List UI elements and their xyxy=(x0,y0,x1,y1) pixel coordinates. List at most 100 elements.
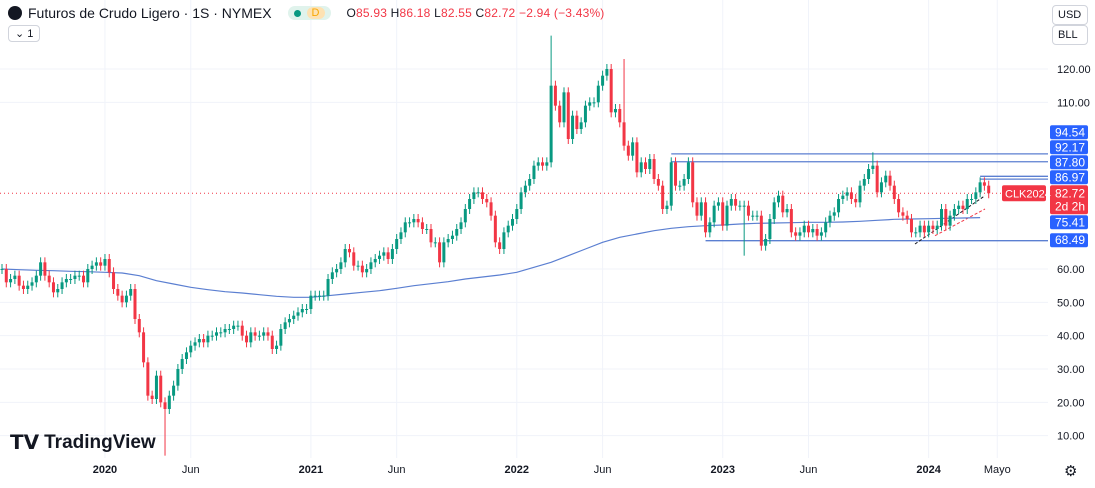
candle-body xyxy=(193,342,197,346)
candle-body xyxy=(176,369,180,386)
candle xyxy=(957,200,961,215)
candle-body xyxy=(335,269,339,273)
candle xyxy=(257,330,261,341)
candle xyxy=(107,254,111,278)
candle-body xyxy=(515,209,519,220)
candle xyxy=(781,190,785,218)
candle-body xyxy=(399,232,403,240)
candle xyxy=(776,190,780,208)
gear-icon[interactable]: ⚙ xyxy=(1064,463,1078,480)
level-price-label-bg xyxy=(1050,140,1088,155)
candle xyxy=(704,197,708,238)
candle xyxy=(339,257,343,275)
collapse-indicators-button[interactable]: ⌄ 1 xyxy=(8,25,41,42)
candle-body xyxy=(511,219,515,226)
candle-body xyxy=(811,229,815,233)
candle-body xyxy=(446,239,450,243)
candle-body xyxy=(759,215,763,246)
candle-body xyxy=(86,269,90,283)
candle xyxy=(60,277,64,295)
candle-body xyxy=(523,185,527,193)
ma-price-label: 75.41 xyxy=(1055,215,1085,229)
candle xyxy=(661,180,665,215)
candle-body xyxy=(532,165,536,180)
candle-body xyxy=(931,225,935,230)
candle xyxy=(858,180,862,208)
candle-body xyxy=(146,362,150,396)
tradingview-logo[interactable]: 𝗧𝗩 TradingView xyxy=(10,431,156,455)
candle xyxy=(596,80,600,108)
candle xyxy=(854,194,858,208)
candle-body xyxy=(871,165,875,170)
candle xyxy=(511,214,515,231)
candle-body xyxy=(579,122,583,130)
ohlc-values: O85.93 H86.18 L82.55 C82.72 −2.94 (−3.43… xyxy=(346,6,605,20)
candle xyxy=(429,224,433,248)
candle xyxy=(197,334,201,348)
candle xyxy=(30,277,34,291)
candle xyxy=(523,180,527,198)
candle-body xyxy=(47,275,51,283)
candle-body xyxy=(922,225,926,233)
candle-body xyxy=(330,272,334,280)
candle xyxy=(270,330,274,355)
candle xyxy=(446,234,450,248)
candle-body xyxy=(768,219,772,240)
candle xyxy=(867,164,871,185)
candle-body xyxy=(776,195,780,203)
candle xyxy=(970,194,974,205)
status-badges[interactable]: D xyxy=(287,6,331,20)
candle-body xyxy=(21,285,25,290)
countdown-label: 2d 2h xyxy=(1055,199,1085,213)
symbol-title[interactable]: Futuros de Crudo Ligero · 1S · NYMEX xyxy=(28,5,272,21)
candle-body xyxy=(897,199,901,213)
candle-body xyxy=(159,375,163,403)
candle xyxy=(480,187,484,205)
candle-body xyxy=(442,242,446,263)
candle xyxy=(13,270,17,285)
candle xyxy=(253,327,257,341)
level-price-label-bg xyxy=(1050,125,1088,140)
candle xyxy=(416,214,420,228)
candle-body xyxy=(163,402,167,410)
candle xyxy=(43,257,47,281)
candle-body xyxy=(691,162,695,203)
currency-button[interactable]: USD xyxy=(1052,5,1088,25)
candle-body xyxy=(819,232,823,236)
candle xyxy=(927,220,931,238)
candle xyxy=(952,204,956,221)
candle xyxy=(884,170,888,188)
candle-body xyxy=(635,142,639,173)
candle xyxy=(176,364,180,391)
candle-body xyxy=(223,329,227,333)
candle xyxy=(223,324,227,338)
candle xyxy=(579,117,583,135)
unit-button[interactable]: BLL xyxy=(1052,25,1088,45)
candle-body xyxy=(498,242,502,250)
candle-body xyxy=(944,209,948,226)
candle xyxy=(965,194,969,215)
candle-body xyxy=(695,202,699,216)
candle-body xyxy=(99,262,103,266)
candle-body xyxy=(789,209,793,233)
candle-body xyxy=(605,69,609,76)
candle xyxy=(622,59,626,151)
y-tick-label: 50.00 xyxy=(1057,297,1085,309)
market-status-icon xyxy=(293,9,301,17)
candle-body xyxy=(815,229,819,236)
candle xyxy=(922,220,926,238)
candle xyxy=(789,204,793,238)
candle xyxy=(283,317,287,335)
level-price-label: 68.49 xyxy=(1055,233,1085,247)
candle xyxy=(99,257,103,271)
candle xyxy=(575,110,579,135)
candle xyxy=(266,327,270,341)
candle xyxy=(236,320,240,331)
candle xyxy=(828,210,832,228)
candle-body xyxy=(798,232,802,236)
candle xyxy=(888,170,892,191)
candle-body xyxy=(215,332,218,336)
candle xyxy=(742,200,746,256)
candle xyxy=(142,327,146,368)
